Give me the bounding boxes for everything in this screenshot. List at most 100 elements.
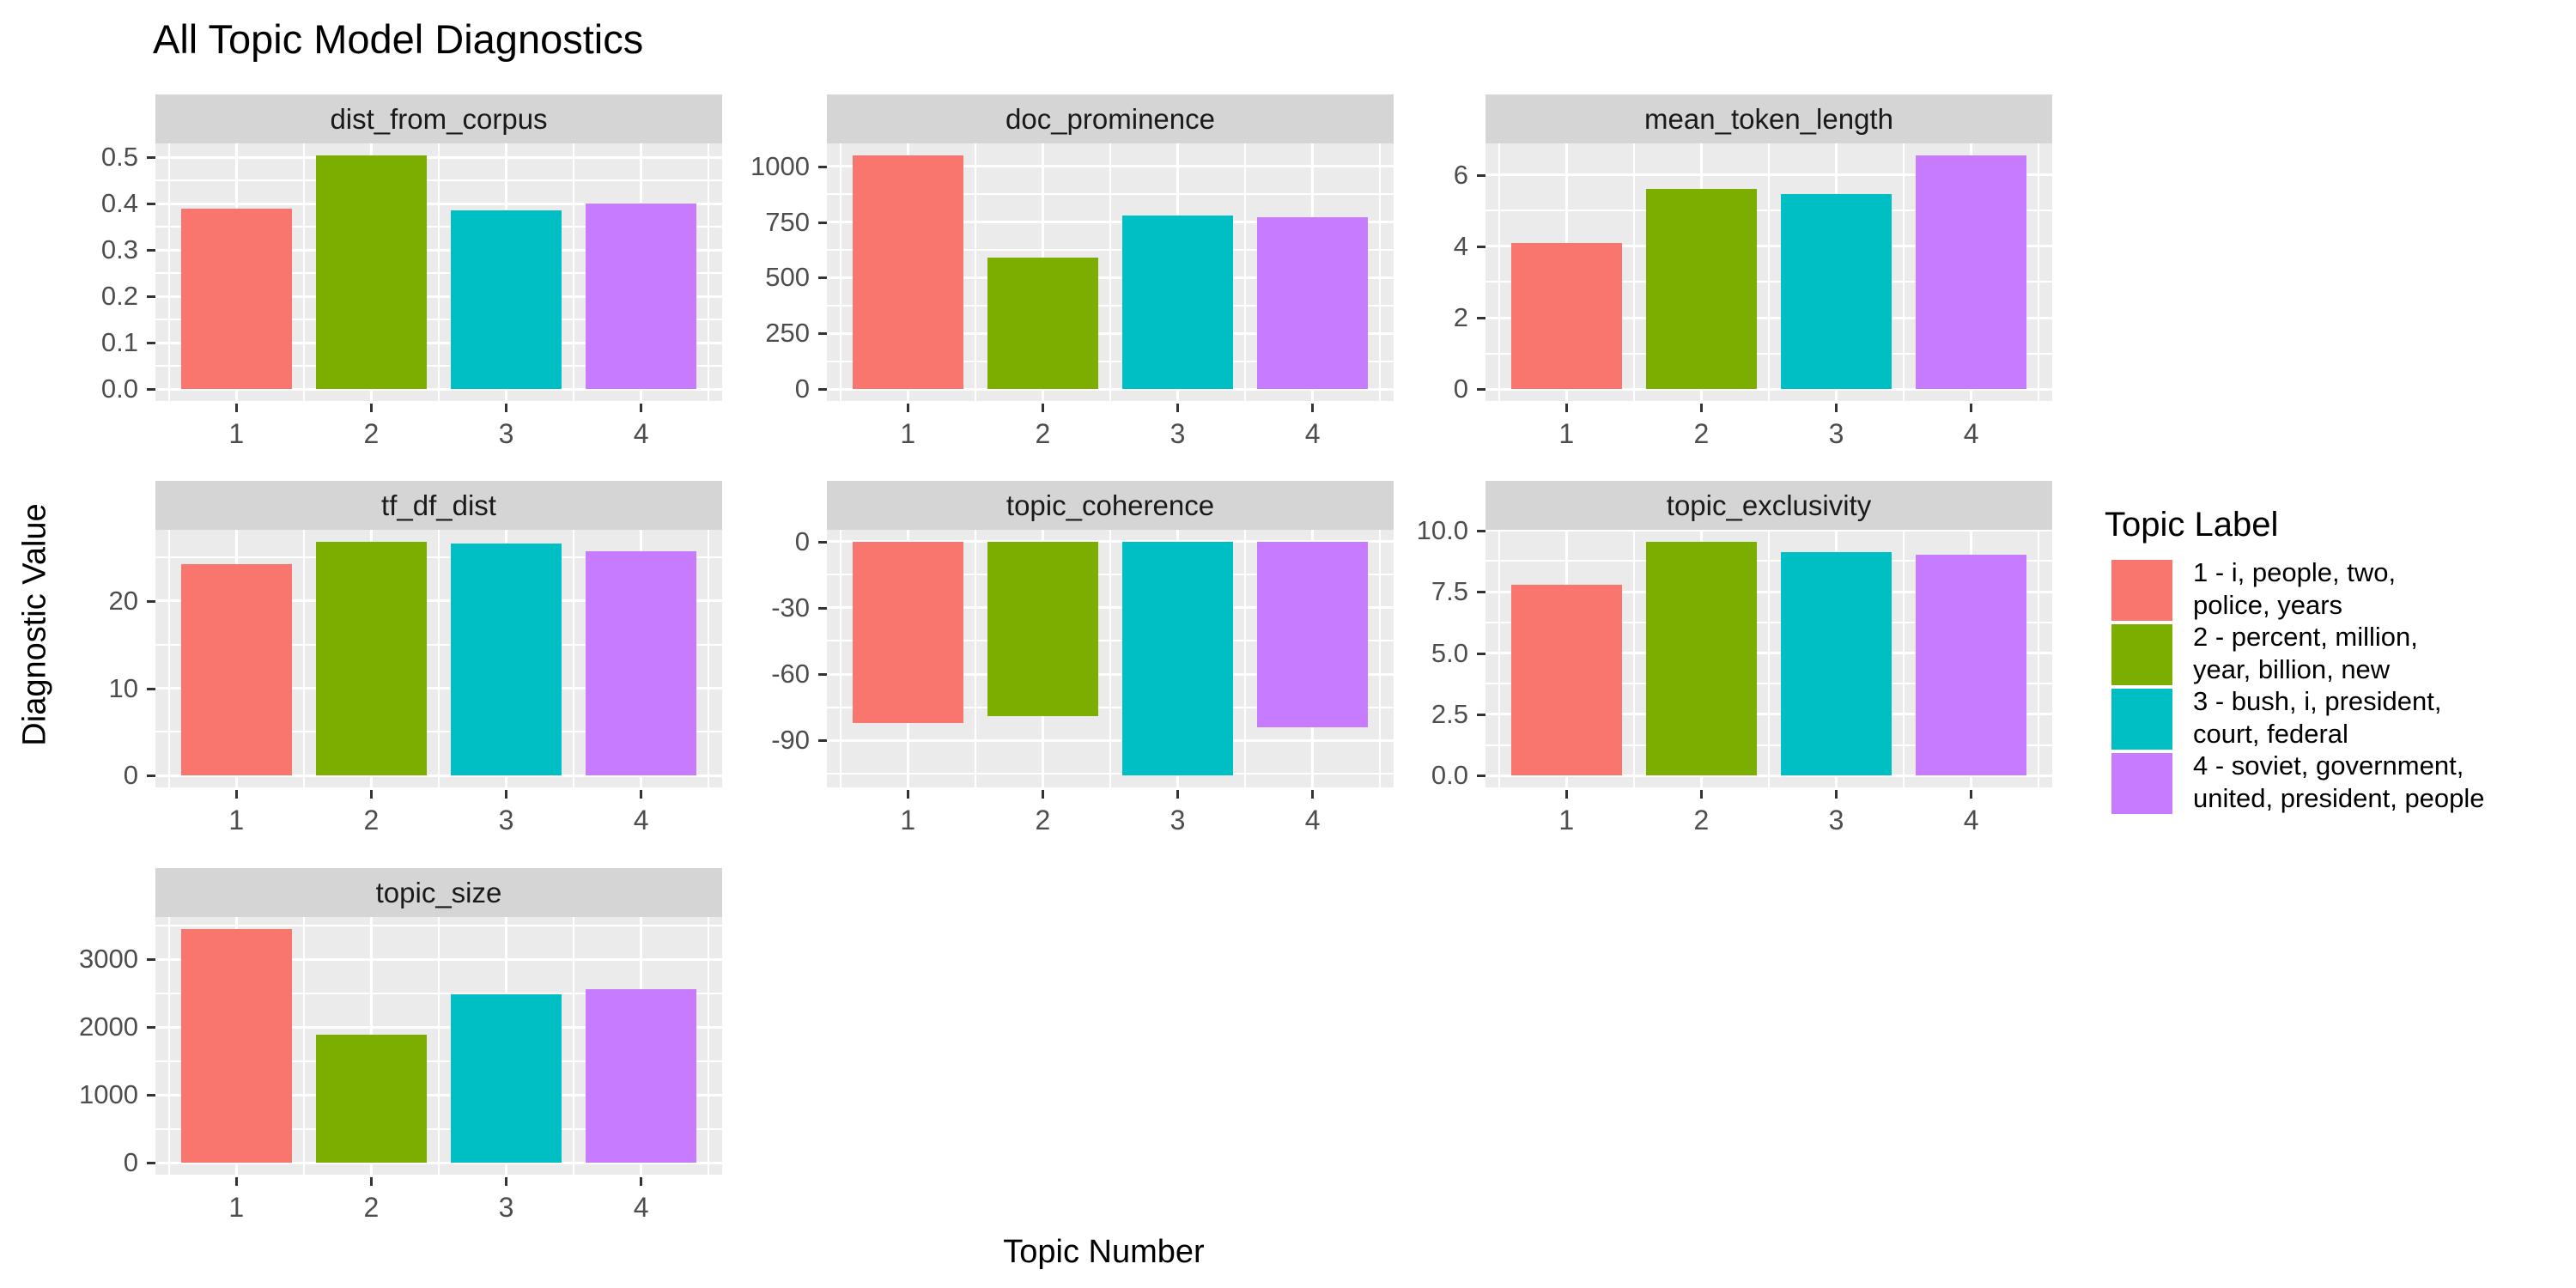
y-tick-mark [147,295,155,299]
facet-title: dist_from_corpus [330,102,548,135]
bar-topic-1 [1510,584,1622,776]
x-tick-label: 2 [1035,805,1051,835]
y-tick-mark [1477,591,1485,594]
y-tick-label: 0 [123,760,138,791]
facet-strip: doc_prominence [827,94,1394,143]
minor-gridline-v [1498,143,1500,401]
x-tick-mark [369,790,373,799]
facet-strip: dist_from_corpus [155,94,722,143]
y-tick-mark [147,958,155,962]
x-tick-mark [1564,790,1568,799]
facet-title: topic_size [375,876,502,908]
facet-title: topic_coherence [1005,489,1215,521]
y-tick-label: 10.0 [1416,514,1468,545]
y-tick-label: 0 [1453,374,1468,404]
x-tick-mark [1970,404,1973,412]
legend-item-1: 1 - i, people, two, police, years [2105,557,2485,621]
x-tick-mark [234,790,238,799]
y-tick-mark [1477,173,1485,177]
minor-gridline-v [1903,143,1905,401]
legend: Topic Label 1 - i, people, two, police, y… [2105,505,2485,817]
y-tick-label: 6 [1453,159,1468,190]
legend-item-3: 3 - bush, i, president, court, federal [2105,686,2485,750]
legend-label-line: 2 - percent, million, [2193,621,2418,652]
minor-gridline-v [302,530,305,787]
x-tick-label: 3 [498,805,514,835]
minor-gridline-v [438,143,440,401]
y-tick-label: 0 [123,1147,138,1178]
y-tick-mark [147,1094,155,1097]
y-tick-mark [1477,388,1485,392]
y-tick-mark [147,388,155,392]
x-axis-title: Topic Number [1003,1234,1205,1270]
minor-gridline-v [167,530,170,787]
facet-panel [155,530,722,787]
bar-topic-1 [852,541,963,723]
x-tick-mark [505,790,508,799]
y-tick-mark [147,203,155,206]
facet-panel [155,917,722,1175]
y-tick-label: 10 [108,672,138,703]
legend-label-line: police, years [2193,589,2343,620]
y-tick-mark [1477,652,1485,655]
y-tick-label: 0.2 [100,281,138,312]
bar-topic-4 [586,550,697,776]
y-tick-mark [1477,529,1485,532]
minor-gridline-v [2038,530,2040,787]
y-tick-label: 7.5 [1431,576,1468,607]
x-tick-label: 1 [1558,418,1575,449]
facet-strip: topic_size [155,868,722,917]
y-tick-label: 0.5 [100,142,138,173]
bar-topic-3 [451,210,562,390]
legend-items: 1 - i, people, two, police, years 2 - perc… [2105,557,2485,814]
bar-topic-1 [852,155,963,390]
y-tick-label: 2.5 [1431,698,1468,729]
legend-title: Topic Label [2105,506,2279,544]
bar-topic-3 [451,993,562,1163]
bar-topic-2 [1646,541,1757,776]
legend-label-line: year, billion, new [2193,653,2391,684]
y-tick-mark [147,1162,155,1165]
x-tick-label: 1 [900,805,916,835]
x-tick-mark [1835,790,1838,799]
y-tick-label: 20 [108,585,138,616]
minor-gridline-v [438,530,440,787]
x-tick-mark [369,404,373,412]
y-tick-mark [1477,245,1485,248]
x-tick-label: 1 [900,418,916,449]
minor-gridline-v [839,530,841,787]
y-tick-label: -30 [771,592,810,623]
legend-item-2: 2 - percent, million, year, billion, new [2105,621,2485,685]
y-tick-label: -60 [771,659,810,689]
y-tick-label: 3000 [79,944,138,975]
y-tick-mark [147,249,155,252]
y-tick-label: 0.4 [100,188,138,219]
x-tick-label: 4 [1963,805,1979,835]
bar-topic-4 [586,988,697,1163]
bar-topic-3 [1781,552,1892,776]
facet-title: mean_token_length [1644,102,1893,135]
minor-gridline-v [1768,530,1770,787]
legend-label-line: 4 - soviet, government, [2193,750,2464,781]
x-tick-mark [1311,790,1315,799]
legend-label-line: 1 - i, people, two, [2193,556,2397,587]
minor-gridline-v [1244,530,1247,787]
facet-strip: topic_coherence [827,481,1394,530]
x-tick-label: 3 [1170,418,1186,449]
facet-topic_size: topic_size 0 1000 2000 3000 1 2 3 4 [44,868,722,1223]
y-tick-label: 1000 [79,1079,138,1110]
minor-gridline-v [708,143,710,401]
x-tick-mark [1970,790,1973,799]
legend-label-line: united, president, people [2193,782,2485,813]
minor-gridline-v [1109,530,1111,787]
y-tick-mark [147,156,155,160]
x-tick-label: 2 [1035,418,1051,449]
y-tick-mark [147,687,155,690]
bar-topic-2 [316,541,427,776]
bar-topic-4 [1916,155,2027,390]
x-tick-mark [1699,790,1703,799]
y-tick-label: 0 [794,526,810,556]
x-tick-label: 4 [633,1192,649,1223]
x-tick-label: 3 [498,418,514,449]
legend-label-line: 3 - bush, i, president, [2193,685,2442,716]
